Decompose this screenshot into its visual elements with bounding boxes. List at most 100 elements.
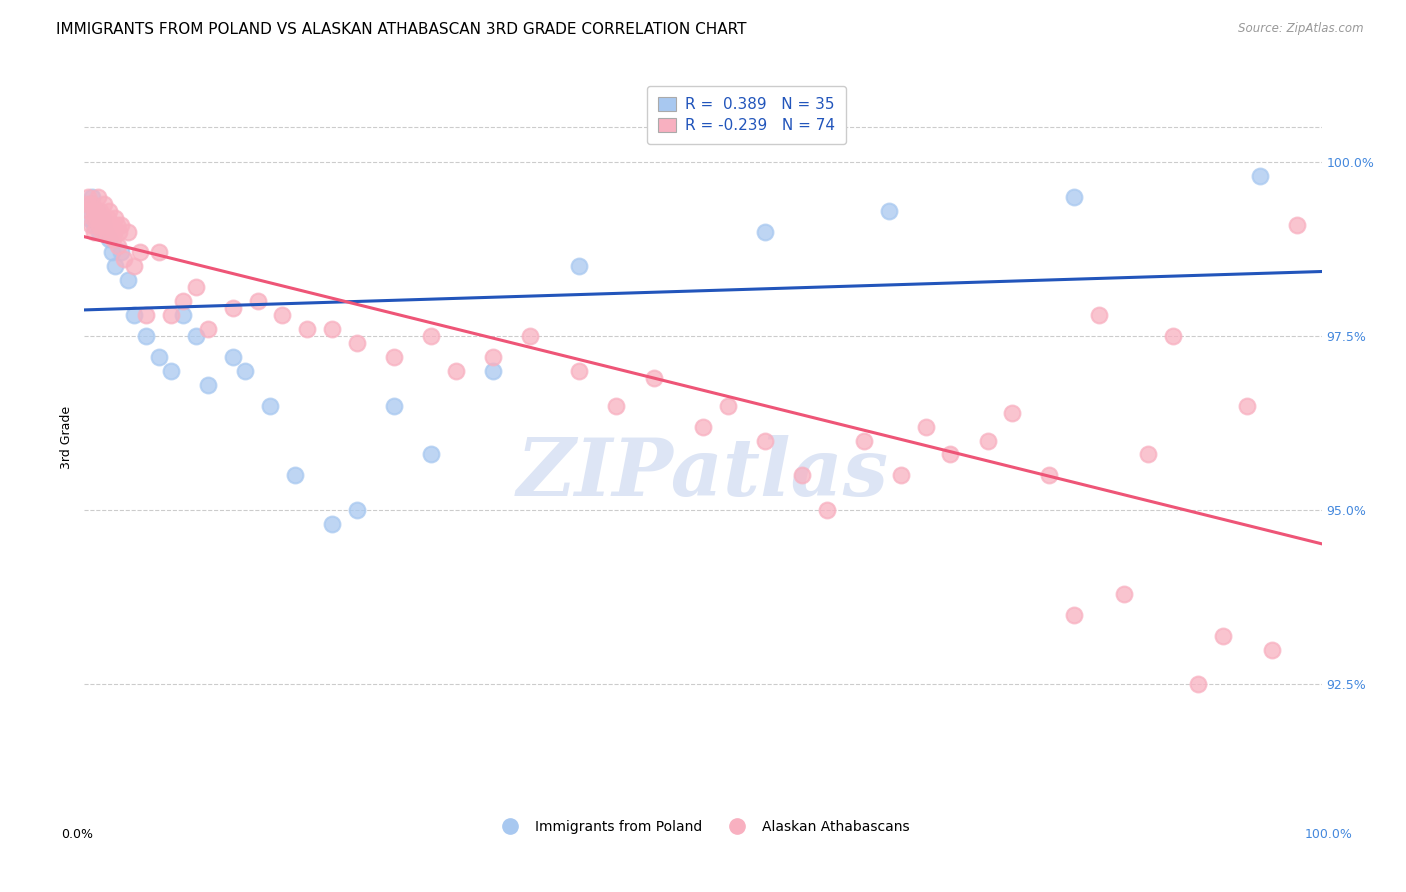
Point — [90, 211, 112, 225]
Point — [80, 196, 103, 211]
Point — [117, 273, 139, 287]
Point — [184, 280, 207, 294]
Point — [107, 238, 129, 252]
Y-axis label: 3rd Grade: 3rd Grade — [60, 406, 73, 468]
Point — [1063, 190, 1085, 204]
Point — [976, 434, 998, 448]
Point — [1261, 642, 1284, 657]
Point — [1063, 607, 1085, 622]
Text: Source: ZipAtlas.com: Source: ZipAtlas.com — [1239, 22, 1364, 36]
Point — [110, 245, 132, 260]
Point — [83, 218, 105, 232]
Point — [1137, 448, 1160, 462]
Point — [86, 211, 108, 225]
Point — [605, 399, 627, 413]
Point — [481, 364, 503, 378]
Point — [112, 252, 135, 267]
Point — [94, 225, 117, 239]
Point — [1161, 329, 1184, 343]
Point — [160, 364, 183, 378]
Point — [444, 364, 467, 378]
Point — [568, 364, 591, 378]
Point — [160, 308, 183, 322]
Point — [284, 468, 307, 483]
Point — [103, 225, 125, 239]
Point — [1285, 218, 1308, 232]
Point — [259, 399, 281, 413]
Point — [97, 211, 120, 225]
Point — [197, 377, 219, 392]
Point — [76, 196, 98, 211]
Point — [79, 218, 101, 232]
Point — [222, 301, 245, 316]
Point — [104, 211, 127, 225]
Point — [98, 203, 121, 218]
Point — [83, 225, 105, 239]
Point — [101, 231, 124, 245]
Point — [117, 225, 139, 239]
Point — [135, 329, 157, 343]
Point — [129, 245, 152, 260]
Point — [84, 203, 107, 218]
Point — [110, 218, 132, 232]
Point — [754, 225, 776, 239]
Point — [815, 503, 838, 517]
Point — [89, 218, 111, 232]
Point — [568, 260, 591, 274]
Point — [890, 468, 912, 483]
Point — [419, 448, 441, 462]
Point — [1088, 308, 1111, 322]
Point — [246, 294, 269, 309]
Point — [481, 350, 503, 364]
Point — [91, 218, 114, 232]
Point — [77, 190, 100, 204]
Point — [122, 260, 145, 274]
Point — [172, 294, 194, 309]
Point — [519, 329, 541, 343]
Point — [77, 211, 100, 225]
Point — [222, 350, 245, 364]
Point — [382, 350, 405, 364]
Point — [135, 308, 157, 322]
Legend: Immigrants from Poland, Alaskan Athabascans: Immigrants from Poland, Alaskan Athabasc… — [491, 814, 915, 839]
Point — [321, 322, 343, 336]
Point — [80, 190, 103, 204]
Point — [93, 196, 115, 211]
Point — [914, 419, 936, 434]
Text: 100.0%: 100.0% — [1305, 829, 1353, 841]
Point — [346, 336, 368, 351]
Point — [197, 322, 219, 336]
Point — [419, 329, 441, 343]
Point — [148, 245, 170, 260]
Point — [1001, 406, 1024, 420]
Point — [79, 196, 101, 211]
Point — [1212, 629, 1234, 643]
Point — [79, 203, 101, 218]
Point — [82, 211, 104, 225]
Point — [233, 364, 256, 378]
Point — [790, 468, 813, 483]
Point — [89, 203, 111, 218]
Point — [382, 399, 405, 413]
Point — [321, 517, 343, 532]
Point — [754, 434, 776, 448]
Point — [122, 308, 145, 322]
Point — [96, 225, 118, 239]
Point — [108, 225, 131, 239]
Point — [90, 225, 112, 239]
Point — [91, 211, 114, 225]
Point — [89, 225, 111, 239]
Point — [643, 371, 665, 385]
Point — [86, 203, 108, 218]
Point — [852, 434, 875, 448]
Point — [100, 245, 122, 260]
Point — [877, 203, 900, 218]
Point — [692, 419, 714, 434]
Point — [98, 225, 121, 239]
Point — [87, 190, 110, 204]
Point — [94, 218, 117, 232]
Point — [1038, 468, 1060, 483]
Point — [1249, 169, 1271, 183]
Point — [1236, 399, 1258, 413]
Point — [939, 448, 962, 462]
